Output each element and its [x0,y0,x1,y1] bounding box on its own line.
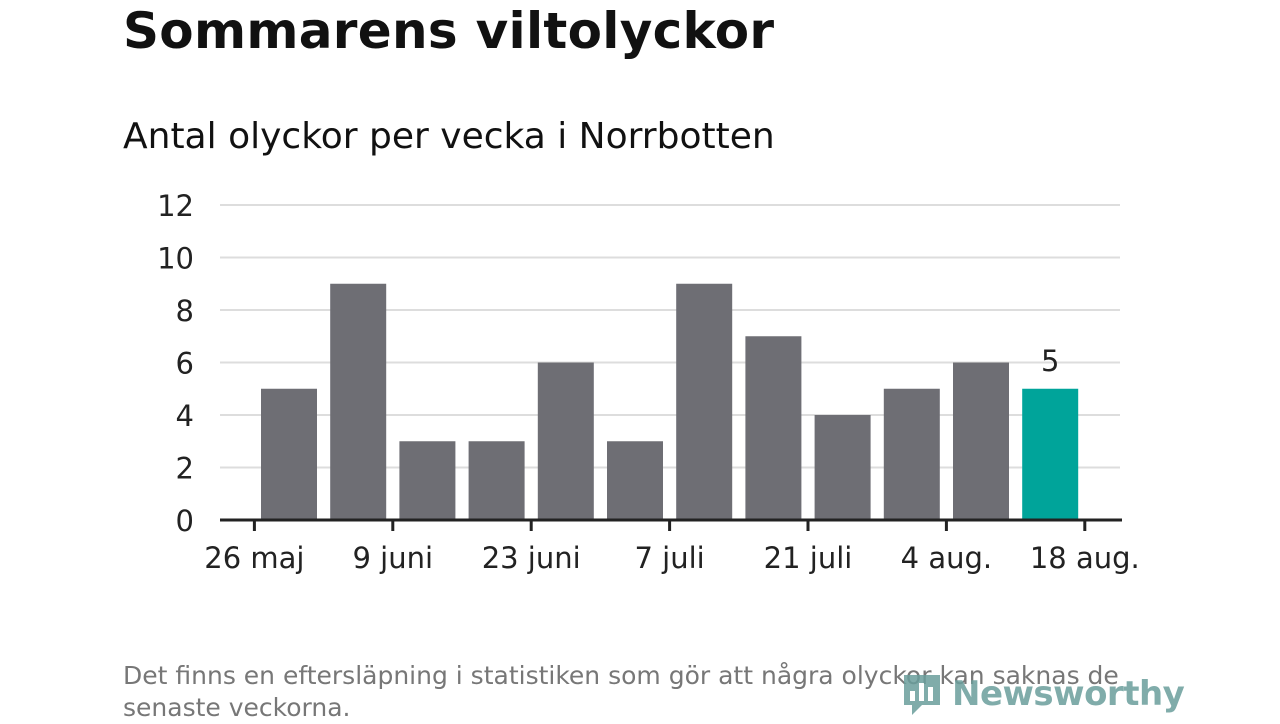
bar [261,388,317,520]
highlighted-bar [1022,388,1079,520]
x-axis-tick-labels: 26 maj 9 juni 23 juni 7 juli 21 juli 4 aug. 18… [204,541,1139,575]
x-tick-label: 18 aug. [1030,541,1140,575]
y-tick-label: 4 [176,399,194,433]
bar-chart: 0 2 4 6 8 10 12 26 maj 9 juni 23 juni 7 juli 21 ju… [157,189,1140,575]
brand-name: Newsworthy [952,674,1185,714]
bar [814,415,871,520]
bar [537,362,594,520]
x-tick-label: 26 maj [204,541,304,575]
chart-title: Sommarens viltolyckor [123,2,775,60]
data-labels: 5 [1041,344,1059,378]
y-tick-label: 10 [157,242,194,276]
highlight-data-label: 5 [1041,344,1059,378]
x-tick-label: 9 juni [353,541,434,575]
bar [883,388,940,520]
x-axis [220,518,1122,531]
bars [261,283,1079,520]
y-tick-label: 6 [176,347,194,381]
y-tick-label: 2 [176,452,194,486]
bar [468,441,525,520]
y-axis-tick-labels: 0 2 4 6 8 10 12 [157,189,194,538]
bar [330,283,387,520]
newsworthy-logo: Newsworthy [900,668,1185,720]
y-tick-label: 12 [157,189,194,223]
x-tick-label: 21 juli [764,541,853,575]
bar [953,362,1009,520]
footnote: Det finns en eftersläpning i statistiken… [123,661,1119,722]
y-tick-label: 8 [176,294,194,328]
x-tick-label: 23 juni [482,541,581,575]
bar [676,283,733,520]
bar [399,441,456,520]
x-tick-label: 4 aug. [901,541,992,575]
bar [607,441,663,520]
bar-chart-logo-icon [904,675,940,715]
bar [745,336,802,520]
chart-subtitle: Antal olyckor per vecka i Norrbotten [123,116,775,157]
y-tick-label: 0 [176,504,194,538]
x-tick-label: 7 juli [634,541,704,575]
